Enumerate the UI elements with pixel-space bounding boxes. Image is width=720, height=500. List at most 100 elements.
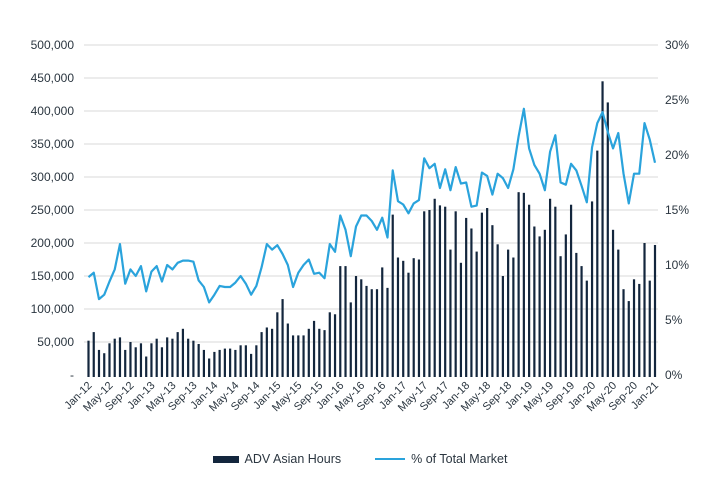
bar	[223, 348, 226, 377]
bar	[134, 347, 137, 377]
bar	[580, 266, 583, 377]
line-path	[87, 107, 657, 304]
bar	[554, 206, 557, 377]
left-tick-label: 450,000	[31, 71, 75, 85]
right-tick-label: 0%	[665, 368, 683, 382]
left-tick-label: 350,000	[31, 137, 75, 151]
bar	[124, 349, 127, 377]
bar	[480, 212, 484, 377]
line-series-pct-total-market	[87, 107, 657, 304]
bar	[328, 312, 331, 377]
bar	[103, 353, 106, 377]
bar	[601, 81, 604, 378]
bar	[459, 262, 463, 377]
bar	[302, 335, 305, 377]
bar	[354, 276, 358, 377]
bar	[491, 225, 494, 377]
gridlines	[84, 44, 658, 343]
left-tick-label: 500,000	[31, 38, 75, 52]
bar	[291, 335, 295, 377]
bar	[145, 356, 148, 377]
bar	[632, 279, 636, 377]
left-axis: - 50,000 100,000 150,000 200,000 250,000 300,0…	[31, 38, 75, 382]
bar	[407, 272, 410, 377]
bar	[234, 349, 237, 377]
right-tick-label: 30%	[665, 38, 689, 52]
bar	[611, 229, 615, 377]
bar	[139, 343, 143, 377]
bar	[208, 358, 211, 377]
bar	[118, 337, 122, 377]
bar	[270, 328, 274, 377]
bar	[564, 234, 567, 377]
bar	[643, 243, 646, 377]
bar	[323, 330, 326, 377]
bar	[585, 280, 588, 377]
bar	[286, 323, 289, 377]
bar	[396, 257, 400, 377]
bar	[276, 312, 279, 377]
right-tick-label: 25%	[665, 93, 689, 107]
bar	[360, 279, 363, 377]
x-axis: Jan-12May-12Sep-12Jan-13May-13Sep-13Jan-…	[62, 380, 661, 414]
bar	[391, 214, 394, 377]
bar-series-adv-asian-hours	[87, 81, 657, 378]
bar	[522, 192, 525, 377]
bar	[569, 204, 573, 377]
legend-item-adv-asian-hours: ADV Asian Hours	[212, 452, 341, 466]
left-tick-label: 100,000	[31, 302, 75, 316]
bar	[470, 228, 473, 377]
bar	[166, 337, 169, 377]
right-tick-label: 10%	[665, 258, 689, 272]
bar	[559, 256, 562, 377]
bar	[339, 266, 342, 377]
legend-item-pct-total-market: % of Total Market	[375, 452, 507, 466]
right-tick-label: 5%	[665, 313, 683, 327]
bar	[517, 192, 520, 377]
bar	[297, 335, 300, 377]
bar	[181, 328, 185, 377]
bar	[113, 338, 116, 377]
bar	[438, 205, 442, 377]
bar	[239, 345, 242, 377]
bar	[171, 338, 174, 377]
bar	[202, 349, 205, 377]
bar	[260, 332, 263, 377]
bar	[312, 320, 316, 377]
bar	[155, 338, 158, 377]
bar	[417, 259, 421, 377]
bar	[192, 340, 195, 377]
bar	[333, 314, 337, 377]
bar	[381, 267, 384, 377]
bar	[533, 226, 536, 377]
legend: ADV Asian Hours % of Total Market	[0, 452, 720, 466]
bar	[486, 208, 489, 377]
bar	[318, 328, 321, 377]
bar	[375, 289, 379, 377]
bar	[512, 257, 515, 377]
bar	[475, 251, 478, 377]
bar	[496, 244, 499, 377]
bar	[412, 258, 415, 377]
legend-bar-swatch	[212, 455, 239, 463]
left-tick-label: 150,000	[31, 269, 75, 283]
bar	[250, 353, 253, 377]
bar	[575, 252, 578, 377]
left-tick-label: 50,000	[37, 335, 74, 349]
bar	[129, 342, 132, 377]
bar	[638, 283, 641, 377]
bar	[454, 211, 457, 377]
bar	[97, 349, 101, 377]
bar	[244, 345, 247, 377]
bar	[590, 201, 594, 377]
bar	[160, 347, 164, 377]
right-tick-label: 20%	[665, 148, 689, 162]
bar	[528, 204, 531, 377]
bar	[423, 211, 426, 377]
bar	[507, 249, 510, 377]
left-tick-label: 250,000	[31, 203, 75, 217]
bar	[543, 229, 546, 377]
right-tick-label: 15%	[665, 203, 689, 217]
bar	[386, 287, 389, 377]
bar	[218, 349, 221, 377]
